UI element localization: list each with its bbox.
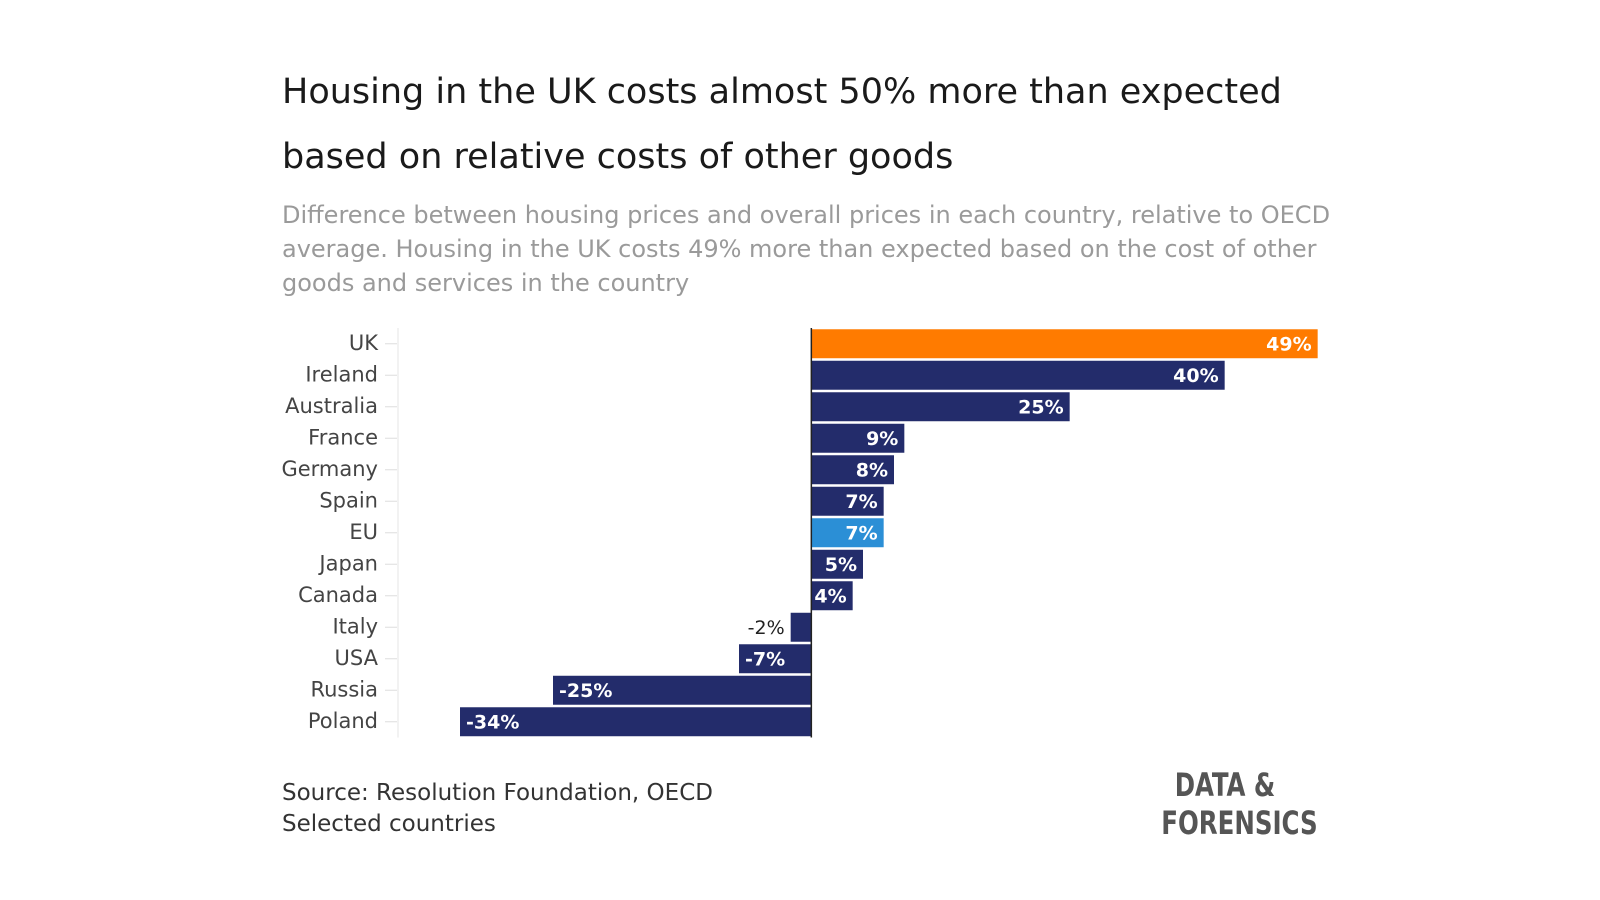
bar	[811, 392, 1070, 422]
y-tick-label: Ireland	[305, 362, 378, 386]
chart-subtitle: Difference between housing prices and ov…	[282, 201, 1331, 297]
y-tick-label: France	[308, 425, 378, 449]
value-label: -25%	[559, 680, 612, 702]
value-label: 5%	[825, 554, 857, 576]
y-tick-label: Germany	[281, 457, 378, 481]
bar	[811, 549, 863, 579]
y-tick-label: Australia	[285, 394, 378, 418]
chart-title: Housing in the UK costs almost 50% more …	[282, 72, 1282, 177]
value-label: -7%	[745, 648, 785, 670]
logo-line: DATA &	[1174, 766, 1276, 804]
bar	[460, 707, 812, 737]
y-tick-label: Japan	[317, 551, 378, 575]
value-label: 49%	[1266, 333, 1311, 355]
bar	[739, 644, 812, 674]
value-label: 7%	[845, 491, 877, 513]
bar	[790, 612, 812, 642]
y-tick-label: Italy	[332, 614, 378, 638]
bar	[811, 360, 1225, 390]
value-label: 4%	[814, 585, 846, 607]
value-label: 25%	[1018, 396, 1063, 418]
footer: Source: Resolution Foundation, OECD Sele…	[282, 778, 713, 840]
y-tick-label: Russia	[310, 677, 378, 701]
bar	[811, 423, 905, 453]
bar	[811, 518, 884, 548]
bar	[553, 675, 812, 705]
y-tick-label: USA	[335, 646, 379, 670]
value-label: 9%	[866, 428, 898, 450]
bar	[811, 455, 894, 485]
y-tick-label: Canada	[298, 583, 378, 607]
y-tick-label: EU	[349, 520, 378, 544]
note: Selected countries	[282, 811, 496, 837]
value-label: -34%	[466, 711, 519, 733]
y-tick-label: Poland	[308, 709, 378, 733]
value-label: 40%	[1173, 365, 1218, 387]
y-tick-label: UK	[349, 331, 379, 355]
y-tick-label: Spain	[319, 488, 378, 512]
bar	[811, 329, 1318, 359]
bar	[811, 486, 884, 516]
value-label: 7%	[845, 522, 877, 544]
value-label: -2%	[748, 617, 785, 639]
source: Source: Resolution Foundation, OECD	[282, 780, 713, 806]
value-label: 8%	[856, 459, 888, 481]
bar	[811, 581, 853, 611]
